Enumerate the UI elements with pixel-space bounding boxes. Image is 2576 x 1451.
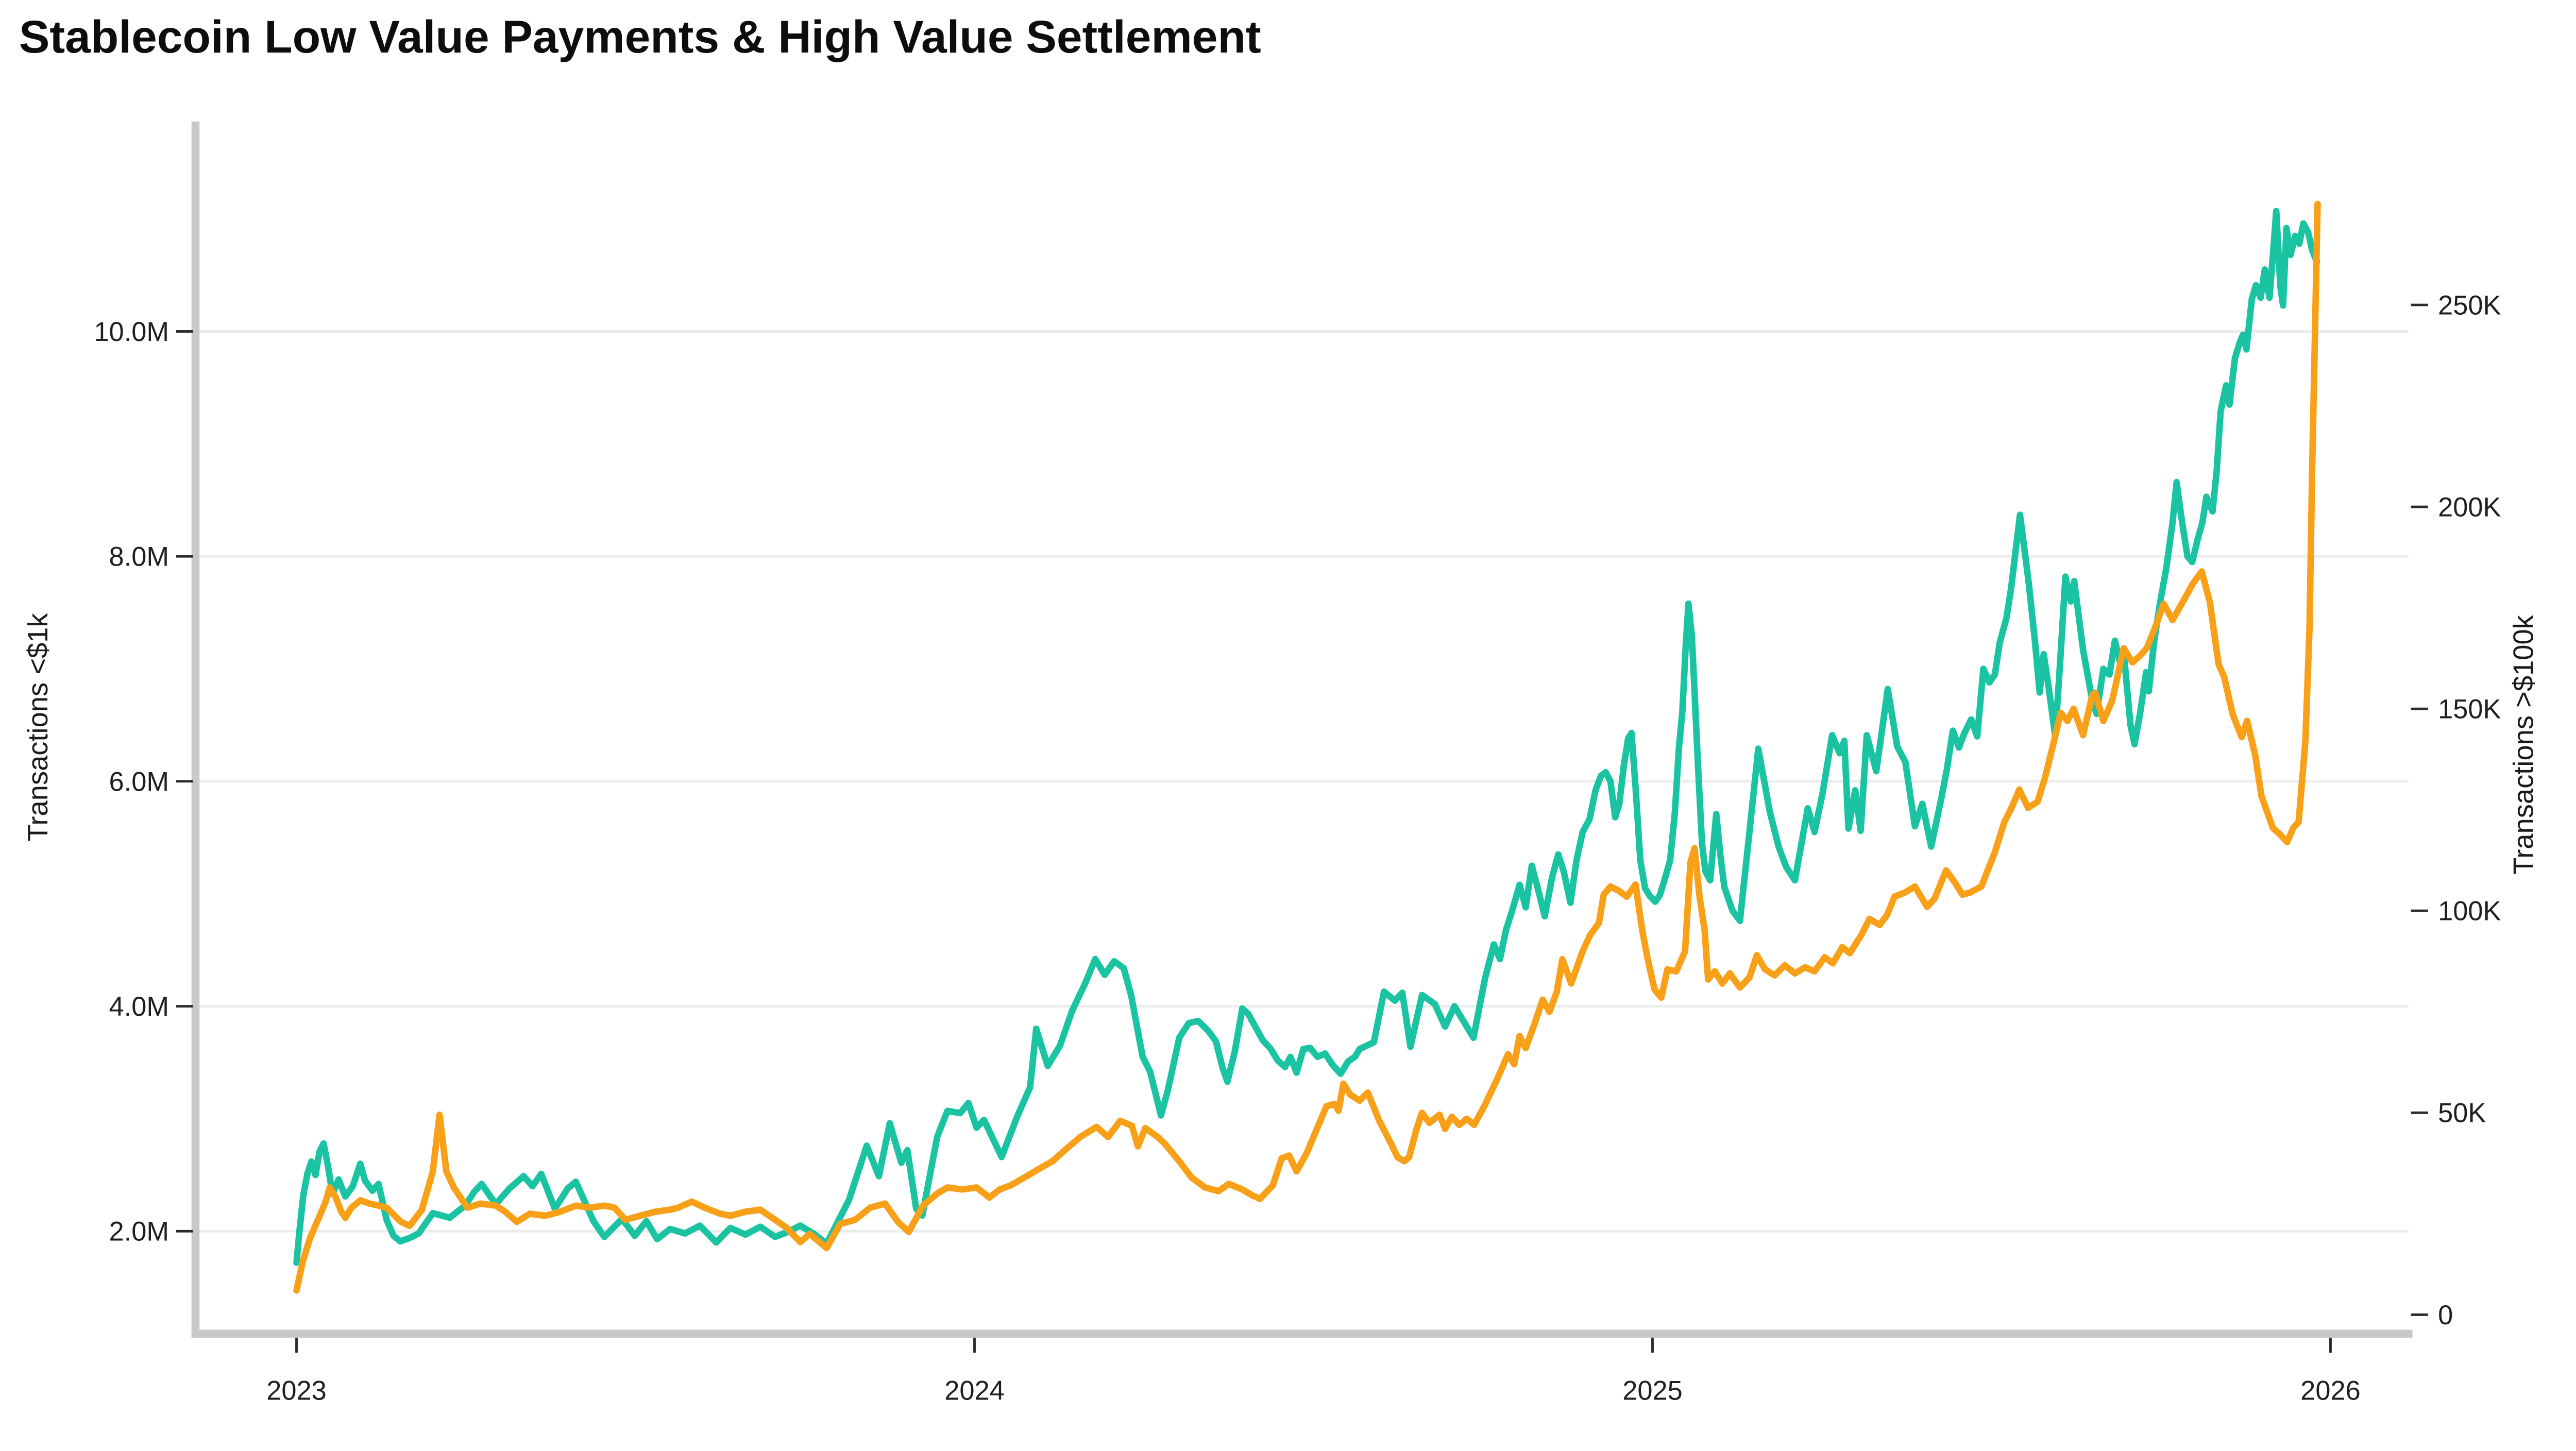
gridlines-group bbox=[195, 330, 2409, 1233]
series-high-value-line bbox=[293, 200, 2321, 1294]
x-axis-tick-label: 2026 bbox=[2300, 1376, 2361, 1406]
stablecoin-payments-chart: Stablecoin Low Value Payments & High Val… bbox=[0, 0, 2576, 1408]
y-left-tick-label: 6.0M bbox=[109, 767, 169, 797]
axis-spines-group bbox=[191, 121, 2413, 1338]
x-axis-tick-label: 2023 bbox=[266, 1376, 327, 1406]
tick-marks-group bbox=[176, 303, 2428, 1353]
y-right-tick-label: 200K bbox=[2438, 493, 2501, 523]
y-left-tick-label: 8.0M bbox=[109, 542, 169, 572]
y-left-tick-label: 2.0M bbox=[109, 1217, 169, 1247]
y-right-tick-label: 50K bbox=[2438, 1099, 2486, 1129]
tick-labels-group: 2.0M 4.0M 6.0M 8.0M 10.0M 0 50K 100K 150K 200K 250… bbox=[94, 291, 2501, 1406]
series-lines-group bbox=[293, 200, 2321, 1294]
x-axis-tick-label: 2024 bbox=[944, 1376, 1005, 1406]
y-right-tick-label: 100K bbox=[2438, 897, 2501, 927]
chart-title: Stablecoin Low Value Payments & High Val… bbox=[19, 11, 1261, 62]
y-left-tick-label: 4.0M bbox=[109, 992, 169, 1022]
y-left-tick-label: 10.0M bbox=[94, 317, 169, 347]
right-axis-title: Transactions >$100k bbox=[2508, 614, 2539, 875]
x-axis-tick-label: 2025 bbox=[1622, 1376, 1683, 1406]
series-low-value-line bbox=[293, 208, 2320, 1266]
y-right-tick-label: 150K bbox=[2438, 695, 2501, 725]
y-right-tick-label: 250K bbox=[2438, 291, 2501, 320]
chart-background bbox=[0, 0, 2576, 1408]
y-right-tick-label: 0 bbox=[2438, 1301, 2453, 1330]
left-axis-title: Transactions <$1k bbox=[22, 613, 54, 842]
